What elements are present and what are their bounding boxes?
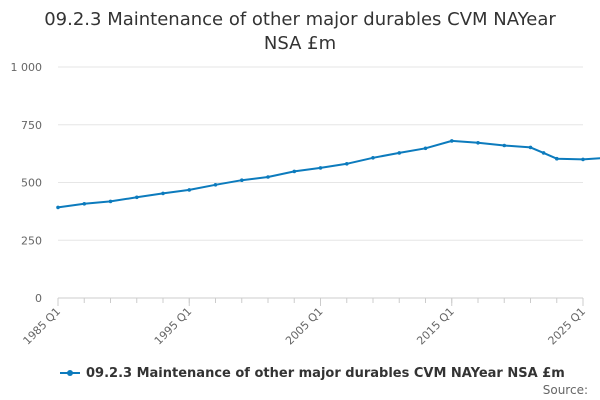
data-point[interactable] [397,151,402,155]
data-point[interactable] [345,162,349,166]
data-point[interactable] [541,151,546,155]
x-tick-label: 1995 Q1 [152,305,195,348]
x-tick-label: 2005 Q1 [283,305,326,348]
data-point[interactable] [240,178,244,182]
y-tick-label: 0 [35,292,42,305]
legend-line-icon [60,367,80,379]
legend-label: 09.2.3 Maintenance of other major durabl… [86,365,565,381]
data-point[interactable] [108,199,113,204]
data-point[interactable] [187,188,192,192]
y-tick-label: 250 [21,234,42,247]
data-point[interactable] [161,191,165,196]
legend-marker [67,370,73,376]
data-point[interactable] [318,166,323,170]
data-point[interactable] [555,156,559,161]
source-credit[interactable]: Source: [542,383,588,397]
y-tick-label: 750 [21,119,42,132]
legend-item[interactable]: 09.2.3 Maintenance of other major durabl… [60,363,565,383]
y-tick-label: 500 [21,177,42,190]
data-point[interactable] [423,146,428,151]
x-tick-label: 2015 Q1 [414,305,457,348]
data-point[interactable] [476,141,480,145]
data-point[interactable] [56,205,60,210]
chart-title: 09.2.3 Maintenance of other major durabl… [44,9,556,54]
data-point[interactable] [502,143,507,148]
y-tick-label: 1 000 [11,61,43,74]
data-point[interactable] [135,195,139,200]
data-point[interactable] [82,202,87,206]
data-point[interactable] [528,145,533,150]
data-point[interactable] [450,139,454,143]
data-point[interactable] [581,157,585,162]
series-line[interactable] [57,110,600,229]
data-point[interactable] [213,183,218,187]
data-point[interactable] [266,175,270,179]
data-point[interactable] [292,169,297,174]
data-point[interactable] [371,156,375,160]
x-tick-label: 1985 Q1 [21,305,64,348]
x-tick-label: 2025 Q1 [546,305,589,348]
